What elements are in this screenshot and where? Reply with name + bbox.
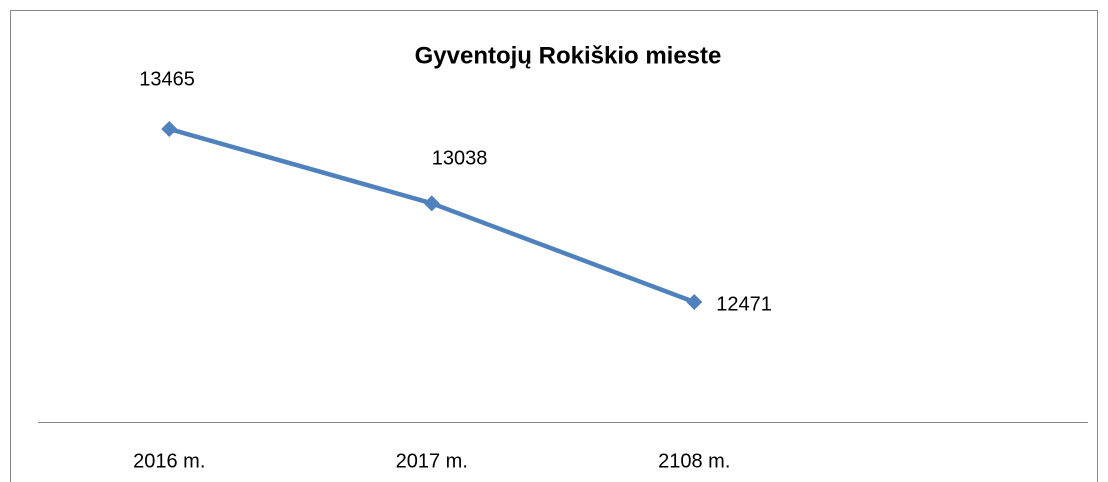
data-label: 12471 [716,293,772,315]
marker [686,294,703,310]
chart-frame [10,10,1098,482]
data-label: 13465 [139,68,195,90]
x-tick-label: 2108 m. [658,450,730,472]
x-tick-label: 2017 m. [396,450,468,472]
x-tick-label: 2016 m. [133,450,205,472]
data-label: 13038 [432,148,488,170]
chart-title: Gyventojų Rokiškio mieste [415,42,722,69]
marker [161,121,178,137]
marker [423,195,440,212]
